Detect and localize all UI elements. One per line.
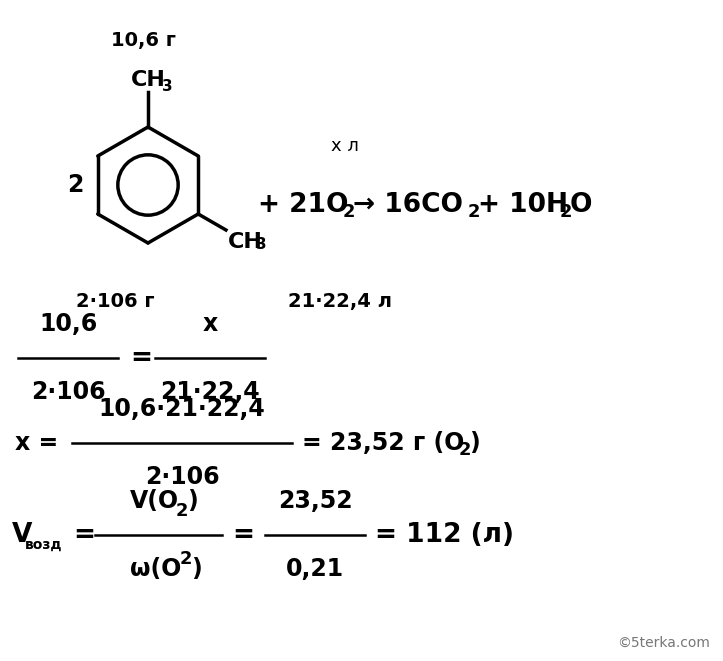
Text: 2: 2 [176,502,189,520]
Text: CH: CH [228,232,263,252]
Text: 2: 2 [343,203,356,221]
Text: 2: 2 [560,203,573,221]
Text: → 16CO: → 16CO [353,192,463,218]
Text: 10,6·21·22,4: 10,6·21·22,4 [98,397,265,421]
Text: V(O: V(O [130,489,179,513]
Text: V: V [12,522,33,548]
Text: 2·106: 2·106 [145,465,219,489]
Text: O: O [570,192,593,218]
Text: x: x [202,312,218,336]
Text: возд: возд [25,538,62,552]
Text: =: = [232,522,254,548]
Text: ©5terka.com: ©5terka.com [617,636,710,650]
Text: ): ) [187,489,198,513]
Text: х л: х л [331,137,359,155]
Text: + 21O: + 21O [258,192,348,218]
Text: = 23,52 г (O: = 23,52 г (O [302,431,464,455]
Text: = 112 (л): = 112 (л) [375,522,514,548]
Text: 21·22,4 л: 21·22,4 л [288,292,392,311]
Text: 2: 2 [180,550,192,568]
Text: 21·22,4: 21·22,4 [161,380,260,404]
Text: 3: 3 [256,237,267,252]
Text: ω(O: ω(O [130,557,181,581]
Text: ): ) [469,431,480,455]
Text: CH: CH [131,70,166,90]
Text: 2: 2 [468,203,481,221]
Text: 10,6 г: 10,6 г [111,31,176,50]
Text: 0,21: 0,21 [286,557,344,581]
Text: 3: 3 [162,79,173,94]
Text: 2·106: 2·106 [30,380,106,404]
Text: 10,6: 10,6 [39,312,97,336]
Text: x =: x = [15,431,59,455]
Text: =: = [73,522,95,548]
Text: 2: 2 [67,173,84,197]
Text: + 10H: + 10H [478,192,568,218]
Text: =: = [130,345,152,371]
Text: 23,52: 23,52 [278,489,352,513]
Text: 2: 2 [459,441,471,459]
Text: ): ) [191,557,202,581]
Text: 2·106 г: 2·106 г [76,292,154,311]
